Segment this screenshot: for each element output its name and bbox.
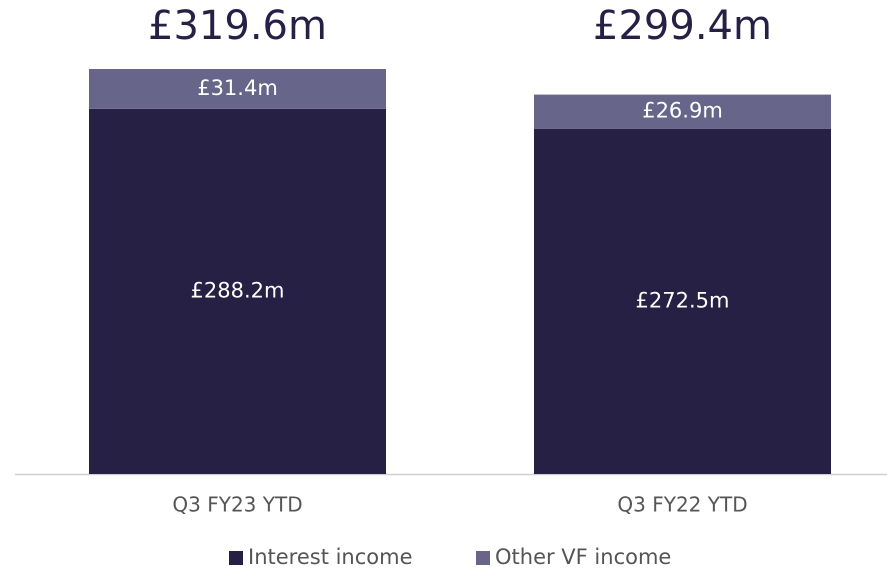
- segment-label: £26.9m: [642, 99, 723, 123]
- bar-segment: [534, 128, 831, 474]
- legend-label: Other VF income: [495, 545, 671, 569]
- segment-label: £272.5m: [636, 288, 730, 312]
- x-tick-label: Q3 FY22 YTD: [617, 493, 747, 517]
- legend-swatch: [476, 551, 490, 565]
- bar-segment: [534, 94, 831, 129]
- segment-label: £31.4m: [197, 76, 278, 100]
- total-label: £319.6m: [148, 3, 327, 49]
- bar-segment: [89, 69, 386, 109]
- bar-segment: [89, 108, 386, 475]
- legend-label: Interest income: [248, 545, 413, 569]
- total-label: £299.4m: [593, 3, 772, 49]
- legend-swatch: [229, 551, 243, 565]
- segment-label: £288.2m: [191, 278, 285, 302]
- x-tick-label: Q3 FY23 YTD: [172, 493, 302, 517]
